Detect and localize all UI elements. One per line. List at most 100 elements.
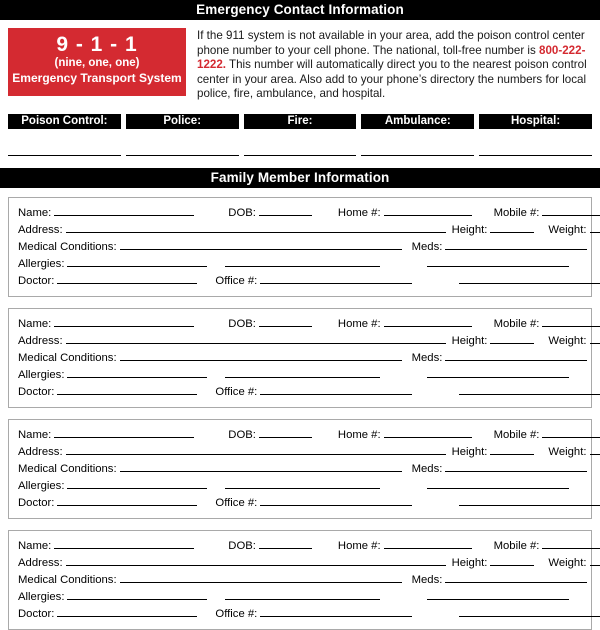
input-name[interactable] [54,315,194,327]
input-mobile-number[interactable] [542,315,600,327]
input-medical-conditions[interactable] [120,571,402,583]
input-medical-conditions[interactable] [120,349,402,361]
family-member-card: Name: DOB: Home #: Mobile #: Address: He… [8,197,592,297]
card-row-name: Name: DOB: Home #: Mobile #: [18,204,582,221]
input-meds[interactable] [445,349,587,361]
label-dob: DOB: [228,540,259,553]
contact-input-hospital[interactable] [479,154,592,156]
input-address[interactable] [66,554,446,566]
input-meds[interactable] [445,460,587,472]
input-office-number[interactable] [260,605,412,617]
input-medical-conditions[interactable] [120,238,402,250]
card-row-address: Address: Height: Weight: [18,443,582,460]
input-office-number[interactable] [260,494,412,506]
contact-input-police[interactable] [126,154,239,156]
input-medical-conditions[interactable] [120,460,402,472]
input-name[interactable] [54,537,194,549]
input-doctor-extra[interactable] [459,272,600,284]
input-allergies-2[interactable] [225,588,380,600]
input-home-number[interactable] [384,426,472,438]
family-member-cards: Name: DOB: Home #: Mobile #: Address: He… [0,197,600,630]
input-home-number[interactable] [384,315,472,327]
label-height: Height: [452,446,491,459]
input-allergies-2[interactable] [225,255,380,267]
input-doctor[interactable] [57,605,197,617]
label-office-number: Office #: [215,608,260,621]
label-mobile-number: Mobile #: [494,540,543,553]
input-allergies-1[interactable] [67,366,207,378]
input-office-number[interactable] [260,272,412,284]
input-doctor[interactable] [57,383,197,395]
input-address[interactable] [66,443,446,455]
input-allergies-3[interactable] [427,588,569,600]
input-home-number[interactable] [384,204,472,216]
input-weight[interactable] [590,554,600,566]
input-address[interactable] [66,332,446,344]
label-dob: DOB: [228,207,259,220]
emergency-intro-row: 9 - 1 - 1 (nine, one, one) Emergency Tra… [0,20,600,102]
input-doctor-extra[interactable] [459,383,600,395]
label-height: Height: [452,224,491,237]
input-allergies-1[interactable] [67,588,207,600]
input-name[interactable] [54,204,194,216]
label-weight: Weight: [548,557,589,570]
input-allergies-3[interactable] [427,255,569,267]
input-address[interactable] [66,221,446,233]
contact-input-ambulance[interactable] [361,154,474,156]
input-allergies-3[interactable] [427,366,569,378]
label-meds: Meds: [412,463,446,476]
input-mobile-number[interactable] [542,537,600,549]
input-doctor-extra[interactable] [459,605,600,617]
input-mobile-number[interactable] [542,426,600,438]
label-meds: Meds: [412,574,446,587]
input-allergies-2[interactable] [225,477,380,489]
contact-label-ambulance: Ambulance: [361,114,474,129]
input-dob[interactable] [259,426,312,438]
label-office-number: Office #: [215,497,260,510]
input-allergies-3[interactable] [427,477,569,489]
label-height: Height: [452,557,491,570]
card-row-doctor: Doctor: Office #: [18,383,582,400]
input-allergies-1[interactable] [67,477,207,489]
label-address: Address: [18,557,66,570]
input-meds[interactable] [445,238,587,250]
label-medical-conditions: Medical Conditions: [18,463,120,476]
input-dob[interactable] [259,537,312,549]
input-doctor[interactable] [57,494,197,506]
label-allergies: Allergies: [18,258,67,271]
contact-input-fire[interactable] [244,154,357,156]
input-dob[interactable] [259,204,312,216]
input-height[interactable] [490,443,534,455]
input-height[interactable] [490,221,534,233]
label-doctor: Doctor: [18,386,57,399]
section-title-emergency: Emergency Contact Information [196,0,404,20]
label-doctor: Doctor: [18,497,57,510]
input-office-number[interactable] [260,383,412,395]
input-weight[interactable] [590,332,600,344]
label-mobile-number: Mobile #: [494,318,543,331]
input-weight[interactable] [590,443,600,455]
label-address: Address: [18,335,66,348]
card-row-medical-conditions: Medical Conditions: Meds: [18,238,582,255]
card-row-address: Address: Height: Weight: [18,332,582,349]
input-allergies-1[interactable] [67,255,207,267]
input-meds[interactable] [445,571,587,583]
emergency-contact-label-bars: Poison Control: Police: Fire: Ambulance:… [0,114,600,129]
card-row-doctor: Doctor: Office #: [18,605,582,622]
input-mobile-number[interactable] [542,204,600,216]
input-dob[interactable] [259,315,312,327]
input-name[interactable] [54,426,194,438]
input-allergies-2[interactable] [225,366,380,378]
input-weight[interactable] [590,221,600,233]
label-name: Name: [18,318,54,331]
input-doctor-extra[interactable] [459,494,600,506]
contact-input-poison-control[interactable] [8,154,121,156]
input-home-number[interactable] [384,537,472,549]
contact-label-hospital: Hospital: [479,114,592,129]
input-height[interactable] [490,332,534,344]
input-doctor[interactable] [57,272,197,284]
label-office-number: Office #: [215,275,260,288]
card-row-allergies: Allergies: [18,366,582,383]
input-height[interactable] [490,554,534,566]
card-row-name: Name: DOB: Home #: Mobile #: [18,426,582,443]
